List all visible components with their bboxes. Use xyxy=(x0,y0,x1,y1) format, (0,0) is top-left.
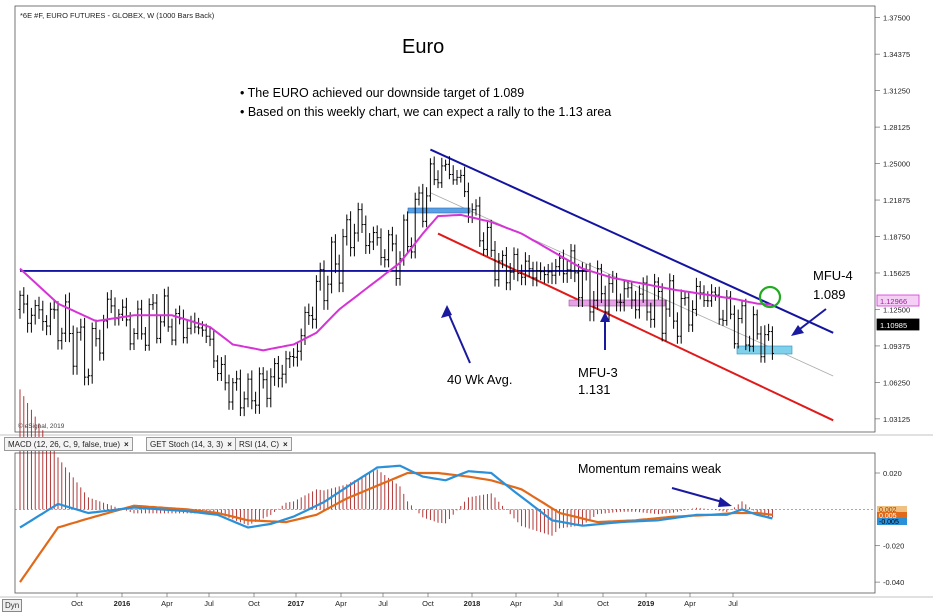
close-icon[interactable]: × xyxy=(124,440,129,449)
price-tick-label: 1.18750 xyxy=(883,233,910,242)
price-tick-label: 1.15625 xyxy=(883,269,910,278)
tab-macd-label: MACD (12, 26, C, 9, false, true) xyxy=(8,440,121,449)
date-tick-label: 2017 xyxy=(288,599,305,608)
last-price-tag-label: 1.12966 xyxy=(880,297,907,306)
last-price-tag-label: 1.10985 xyxy=(880,321,907,330)
tab-stoch-label: GET Stoch (14, 3, 3) xyxy=(150,440,224,449)
chart-title: Euro xyxy=(402,36,444,58)
price-tags: 1.12966 1.10985 xyxy=(876,294,920,331)
close-icon[interactable]: × xyxy=(227,440,232,449)
moving-average-line xyxy=(19,213,773,352)
price-tick-label: 1.06250 xyxy=(883,378,910,387)
date-tick-label: Apr xyxy=(684,599,696,608)
date-tick-label: 2016 xyxy=(114,599,131,608)
mfu4-label: MFU-4 xyxy=(813,268,853,283)
price-pane xyxy=(14,5,876,433)
lower-channel-line xyxy=(437,232,834,422)
price-tick-label: 1.28125 xyxy=(883,123,910,132)
price-tick-label: 1.09375 xyxy=(883,342,910,351)
momentum-annotation: Momentum remains weak xyxy=(578,462,732,507)
date-tick-label: 2019 xyxy=(638,599,655,608)
date-tick-label: Oct xyxy=(248,599,261,608)
macd-tick-label: -0.040 xyxy=(883,578,904,587)
ma-label: 40 Wk Avg. xyxy=(447,372,513,387)
close-icon[interactable]: × xyxy=(283,440,288,449)
date-tick-label: 2018 xyxy=(464,599,481,608)
mfu3-label: MFU-3 xyxy=(578,365,618,380)
macd-value-tag-label: 0.002 xyxy=(879,507,897,514)
macd-signal-line xyxy=(19,471,773,583)
date-tick-label: Apr xyxy=(510,599,522,608)
price-tick-label: 1.21875 xyxy=(883,196,910,205)
tab-stoch[interactable]: GET Stoch (14, 3, 3) × xyxy=(146,437,236,451)
last-price-tag xyxy=(876,294,920,307)
date-tick-label: Oct xyxy=(422,599,435,608)
last-price-tag xyxy=(876,318,920,331)
source-credit: © eSignal, 2019 xyxy=(18,422,65,430)
date-tick-label: Jul xyxy=(204,599,214,608)
symbol-line: *6E #F, EURO FUTURES - GLOBEX, W (1000 B… xyxy=(20,11,215,20)
bullet-2: • Based on this weekly chart, we can exp… xyxy=(240,105,611,119)
tab-rsi-label: RSI (14, C) xyxy=(239,440,280,449)
macd-value-tag-label: 0.005 xyxy=(879,513,897,520)
price-y-axis: 1.37500 1.34375 1.31250 1.28125 1.25000 1.218… xyxy=(875,14,910,424)
macd-value-tag xyxy=(877,512,907,519)
mfu2-zone-box xyxy=(407,207,471,214)
date-tick-label: Oct xyxy=(597,599,610,608)
bullet-1: • The EURO achieved our downside target … xyxy=(240,86,524,100)
price-tick-label: 1.25000 xyxy=(883,160,910,169)
date-tick-label: Jul xyxy=(378,599,388,608)
mfu4-value: 1.089 xyxy=(813,287,846,302)
moving-average-layer xyxy=(19,213,773,352)
price-tick-label: 1.34375 xyxy=(883,50,910,59)
macd-y-axis: 0.020 -0.020 -0.040 xyxy=(875,469,904,587)
macd-tick-label: 0.020 xyxy=(883,469,902,478)
date-tick-label: Jul xyxy=(553,599,563,608)
date-x-axis: Oct 2016 Apr Jul Oct 2017 Apr Jul Oct 2018 Apr Jul O… xyxy=(71,593,738,608)
macd-value-tag xyxy=(877,518,907,525)
date-tick-label: Jul xyxy=(728,599,738,608)
upper-channel-line xyxy=(429,148,834,334)
date-tick-label: Apr xyxy=(161,599,173,608)
date-tick-label: Apr xyxy=(335,599,347,608)
price-tick-label: 1.12500 xyxy=(883,305,910,314)
macd-value-tag xyxy=(877,506,907,513)
indicator-pane xyxy=(14,452,876,594)
ma-annotation: 40 Wk Avg. xyxy=(441,305,513,387)
tab-rsi[interactable]: RSI (14, C) × xyxy=(235,437,292,451)
momentum-note: Momentum remains weak xyxy=(578,462,722,476)
date-tick-label: Oct xyxy=(71,599,84,608)
mfu4-annotation: MFU-4 1.089 xyxy=(791,268,853,336)
price-tick-label: 1.37500 xyxy=(883,14,910,23)
price-tick-label: 1.31250 xyxy=(883,87,910,96)
macd-line xyxy=(19,464,773,529)
dyn-button[interactable]: Dyn xyxy=(2,599,23,612)
mfu3-value: 1.131 xyxy=(578,382,611,397)
tab-macd[interactable]: MACD (12, 26, C, 9, false, true) × xyxy=(4,437,133,451)
target-circle xyxy=(758,285,782,309)
price-tick-label: 1.03125 xyxy=(883,415,910,424)
macd-value-tag-label: -0.005 xyxy=(879,519,899,526)
mfu3-annotation: MFU-3 1.131 xyxy=(578,312,618,397)
macd-tick-label: -0.020 xyxy=(883,542,904,551)
